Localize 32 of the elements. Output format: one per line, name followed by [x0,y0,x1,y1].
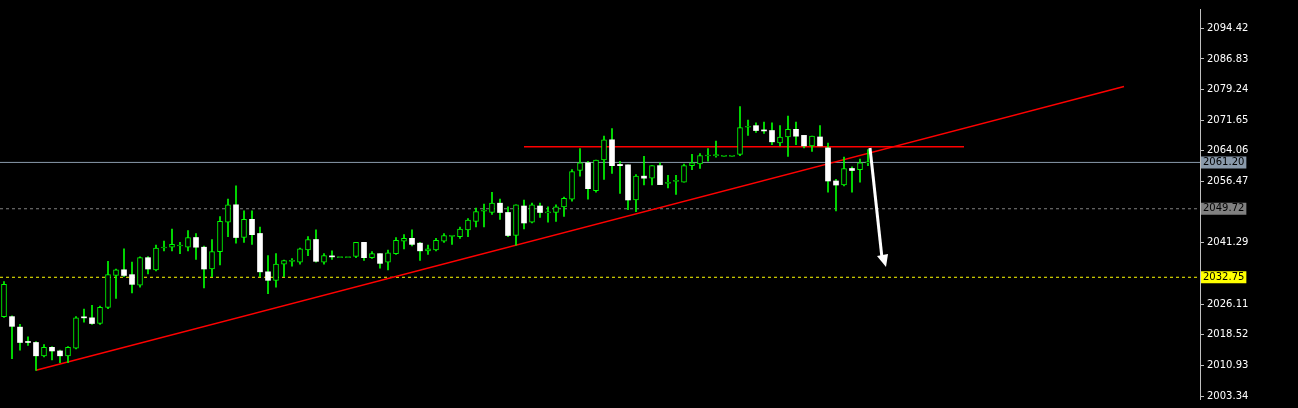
candlestick [481,203,487,228]
candlestick [265,255,271,294]
y-tick-label: 2018.52 [1207,328,1249,340]
candlestick [449,234,455,245]
ref-line-label: 2049.72 [1203,202,1245,214]
candlestick [617,160,623,194]
candlestick [705,148,711,162]
y-tick-label: 2086.83 [1207,52,1249,64]
y-tick-label: 2079.24 [1207,83,1249,95]
candlestick [25,336,31,346]
candlestick [545,206,551,223]
candlestick [169,228,175,252]
candlestick [745,119,751,136]
y-tick-label: 2003.34 [1207,389,1249,401]
candlestick [113,268,119,299]
candlestick [281,259,287,277]
candlestick [849,166,855,193]
y-tick-label: 2064.06 [1207,144,1249,156]
ref-line-label: 2061.20 [1203,156,1245,168]
candlestick [865,149,871,166]
y-tick-label: 2010.93 [1207,358,1249,370]
ref-line-label: 2032.75 [1203,270,1245,282]
candlestick [177,242,183,254]
candlestick [289,258,295,267]
candlestick [161,240,167,252]
y-tick-label: 2041.29 [1207,236,1249,248]
y-tick-label: 2094.42 [1207,21,1249,33]
candlestick [785,115,791,157]
y-tick-label: 2026.11 [1207,297,1249,309]
y-tick-label: 2056.47 [1207,175,1249,187]
candlestick [121,248,127,277]
y-tick-label: 2071.65 [1207,113,1249,125]
